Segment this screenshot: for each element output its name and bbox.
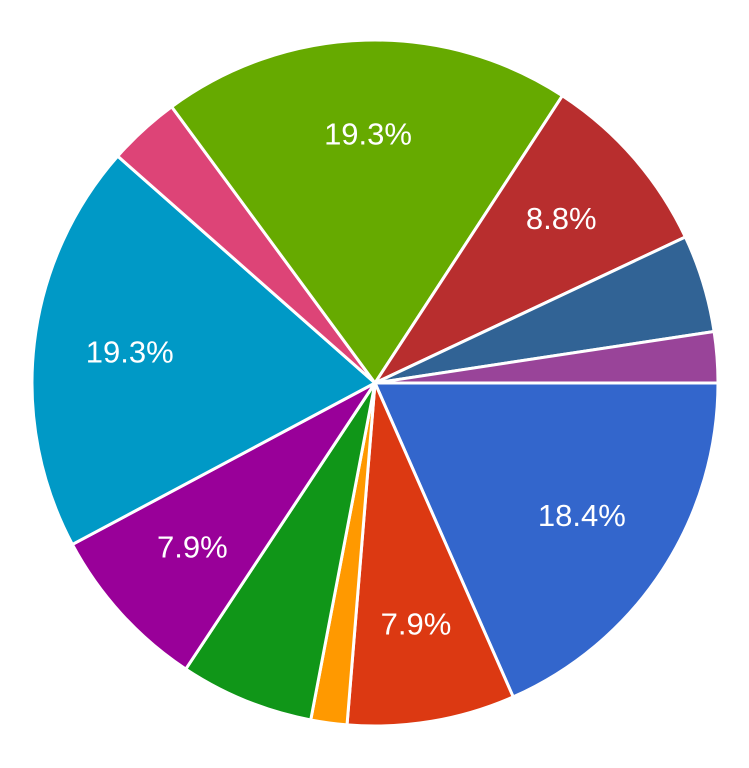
slice-label: 18.4% [538,498,626,533]
pie-slice [70,381,377,671]
slice-label: 7.9% [157,529,228,564]
slice-label: 19.3% [86,335,174,370]
slice-label: 7.9% [381,607,452,642]
pie-slice [345,381,515,728]
pie-slice [170,38,564,385]
pie-slice [373,94,687,385]
pie-slice [373,329,720,385]
pie-slice [373,381,720,699]
slice-label: 19.3% [324,116,412,151]
pie-slice [30,154,377,546]
pie-slice [184,381,377,722]
slice-label: 8.8% [526,201,597,236]
